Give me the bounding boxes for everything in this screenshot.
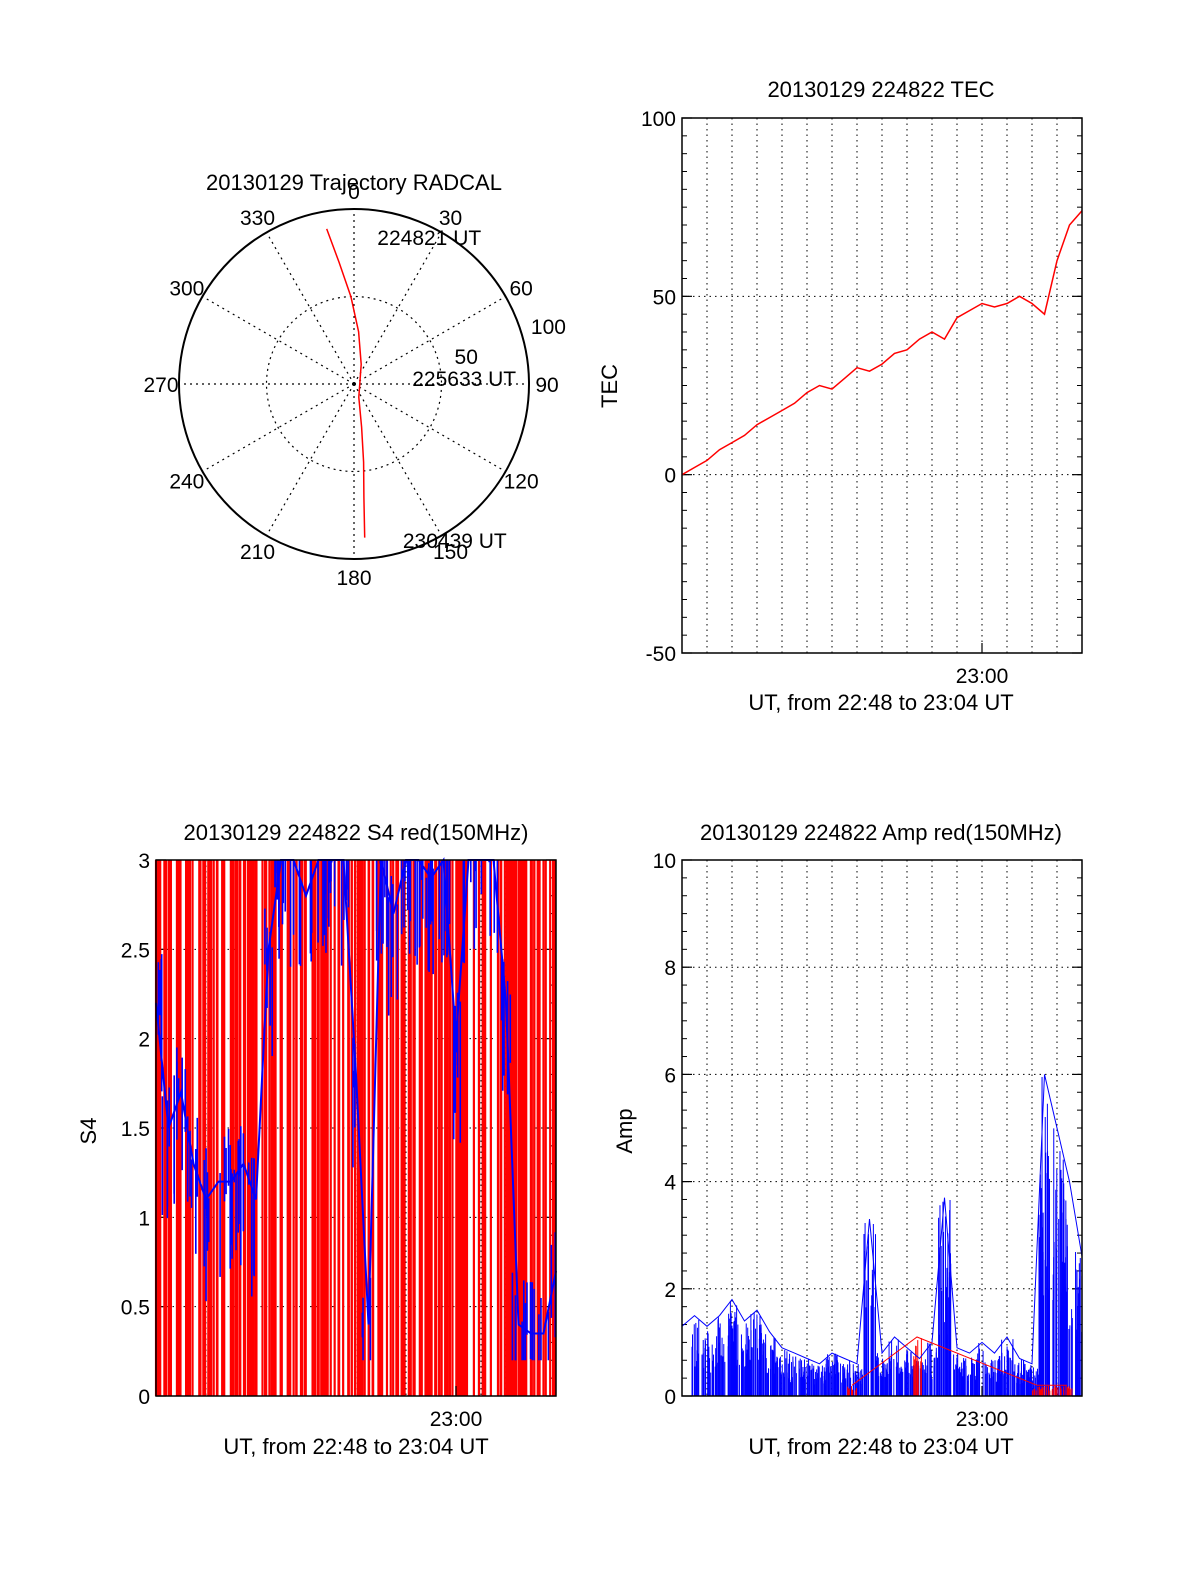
polar-azimuth-label: 150 <box>433 541 468 564</box>
polar-spoke <box>265 232 355 385</box>
tec-series <box>681 210 1083 476</box>
polar-time-annotation: 230439 UT <box>403 530 507 553</box>
amp-ytick-label: 2 <box>664 1279 676 1302</box>
amp-ylabel: Amp <box>612 1108 637 1153</box>
trajectory-title: 20130129 Trajectory RADCAL <box>206 170 502 195</box>
tec-xlabel: UT, from 22:48 to 23:04 UT <box>748 690 1013 715</box>
amp-ytick-label: 10 <box>653 850 676 873</box>
amp-series-line <box>851 1336 1067 1386</box>
polar-spoke <box>202 383 355 473</box>
tec-title: 20130129 224822 TEC <box>767 77 994 102</box>
s4-ytick-label: 1 <box>138 1207 150 1230</box>
polar-inner-circle <box>265 295 443 473</box>
amp-grid <box>682 860 1082 1396</box>
polar-azimuth-label: 270 <box>143 374 178 397</box>
tec-chart: 20130129 224822 TEC UT, from 22:48 to 23… <box>597 77 1083 715</box>
tec-xticks: 23:00 <box>956 643 1009 688</box>
tec-yticks: 100 50 0 -50 <box>641 108 1082 666</box>
polar-spoke <box>202 295 355 385</box>
amp-ytick-label: 4 <box>664 1172 676 1195</box>
tec-ytick-label: 0 <box>664 465 676 488</box>
polar-azimuth-label: 180 <box>336 567 371 590</box>
s4-xticks: 23:00 <box>430 1386 483 1431</box>
polar-radial-labels: 50 100 <box>455 316 566 369</box>
tec-ylabel: TEC <box>597 364 622 408</box>
s4-ylabel: S4 <box>76 1118 101 1145</box>
polar-grid <box>178 208 530 560</box>
tec-series-line <box>681 210 1083 476</box>
s4-ytick-label: 0.5 <box>121 1297 150 1320</box>
polar-spoke <box>353 383 443 536</box>
tec-ytick-label: 50 <box>653 286 676 309</box>
tec-ytick-label: -50 <box>646 643 676 666</box>
tec-grid <box>682 118 1082 653</box>
amp-xticks: 23:00 <box>956 1386 1009 1431</box>
s4-ytick-label: 2.5 <box>121 939 150 962</box>
amp-xlabel: UT, from 22:48 to 23:04 UT <box>748 1434 1013 1459</box>
polar-radial-label: 50 <box>455 346 478 369</box>
polar-azimuth-label: 30 <box>439 207 462 230</box>
polar-time-annotation: 224821 UT <box>377 227 481 250</box>
polar-azimuth-label: 300 <box>169 278 204 301</box>
polar-azimuth-labels: 0 30 60 90 120 150 180 210 240 270 300 330 <box>143 181 558 590</box>
polar-azimuth-label: 90 <box>535 374 558 397</box>
tec-plot-frame <box>681 117 1083 654</box>
s4-series <box>154 857 557 1396</box>
polar-azimuth-label: 330 <box>240 207 275 230</box>
amp-xtick-label: 23:00 <box>956 1408 1009 1431</box>
amp-ytick-label: 8 <box>664 957 676 980</box>
s4-ytick-label: 3 <box>138 850 150 873</box>
s4-chart: 20130129 224822 S4 red(150MHz) UT, from … <box>76 820 557 1459</box>
s4-ytick-label: 0 <box>138 1386 150 1409</box>
amp-ytick-label: 6 <box>664 1064 676 1087</box>
amp-title: 20130129 224822 Amp red(150MHz) <box>700 820 1062 845</box>
amp-series-line <box>681 1074 1083 1365</box>
amp-yticks: 10 8 6 4 2 0 <box>653 850 1082 1409</box>
polar-azimuth-label: 120 <box>504 471 539 494</box>
polar-azimuth-label: 60 <box>509 278 532 301</box>
amp-plot-frame <box>681 859 1083 1397</box>
polar-trajectory-line <box>325 228 366 538</box>
polar-time-annotation: 225633 UT <box>412 368 516 391</box>
polar-spoke <box>353 383 506 473</box>
s4-title: 20130129 224822 S4 red(150MHz) <box>184 820 529 845</box>
polar-azimuth-label: 210 <box>240 541 275 564</box>
tec-xtick-label: 23:00 <box>956 665 1009 688</box>
amp-series <box>681 1074 1083 1396</box>
s4-xlabel: UT, from 22:48 to 23:04 UT <box>223 1434 488 1459</box>
polar-spoke <box>353 295 506 385</box>
polar-azimuth-label: 0 <box>348 181 360 204</box>
s4-xtick-label: 23:00 <box>430 1408 483 1431</box>
polar-trajectory-series <box>325 228 366 538</box>
s4-ytick-label: 2 <box>138 1029 150 1052</box>
amp-ytick-label: 0 <box>664 1386 676 1409</box>
trajectory-polar-chart: 20130129 Trajectory RADCAL 0 30 60 90 120 150… <box>143 170 565 590</box>
s4-plot-frame <box>155 859 557 1397</box>
s4-ytick-label: 1.5 <box>121 1118 150 1141</box>
polar-spoke <box>353 232 443 385</box>
polar-annotations: 224821 UT 225633 UT 230439 UT <box>377 227 516 553</box>
polar-azimuth-label: 240 <box>169 471 204 494</box>
amp-chart: 20130129 224822 Amp red(150MHz) UT, from… <box>612 820 1083 1459</box>
tec-ytick-label: 100 <box>641 108 676 131</box>
polar-radial-label: 100 <box>531 316 566 339</box>
polar-spoke <box>265 383 355 536</box>
